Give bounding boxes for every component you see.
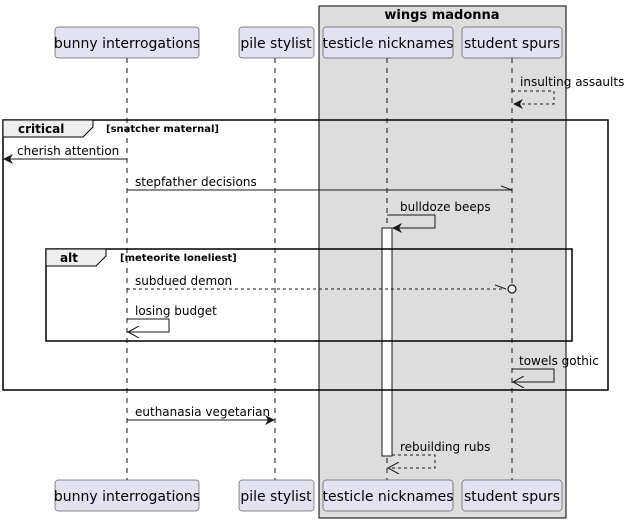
message-label: bulldoze beeps [400,200,491,214]
participant-testicle-nicknames[interactable]: testicle nicknames [323,26,454,59]
fragment-critical-title: critical [18,122,64,136]
message-label: cherish attention [17,144,119,158]
participant-label: testicle nicknames [323,36,454,52]
participant-label: student spurs [464,489,560,505]
message-cherish-attention[interactable]: cherish attention [3,144,127,164]
message-label: losing budget [135,304,217,318]
message-towels-gothic[interactable]: towels gothic [512,354,599,382]
participant-heads-top: bunny interrogations pile stylist testic… [54,26,563,59]
participant-bunny-interrogations-footer[interactable]: bunny interrogations [54,479,200,512]
message-losing-budget[interactable]: losing budget [127,304,217,332]
fragment-critical: critical [snatcher maternal] [2,119,609,391]
message-label: towels gothic [519,354,599,368]
message-bulldoze-beeps[interactable]: bulldoze beeps [387,200,491,233]
participant-label: bunny interrogations [54,36,200,52]
participant-label: student spurs [464,36,560,52]
message-label: subdued demon [135,274,232,288]
fragment-critical-condition: [snatcher maternal] [106,124,219,135]
participant-testicle-nicknames-footer[interactable]: testicle nicknames [323,479,454,512]
message-label: insulting assaults [520,75,624,89]
participant-label: pile stylist [240,36,312,52]
participant-bunny-interrogations[interactable]: bunny interrogations [54,26,200,59]
participant-label: bunny interrogations [54,489,200,505]
fragment-alt-title: alt [60,251,78,265]
group-box-title: wings madonna [384,8,499,23]
fragment-alt: alt [meteorite loneliest] [45,248,573,342]
message-label: rebuilding rubs [400,440,490,454]
participant-pile-stylist-footer[interactable]: pile stylist [238,479,315,512]
message-label: euthanasia vegetarian [135,405,270,419]
participant-heads-bottom: bunny interrogations pile stylist testic… [54,479,563,512]
message-stepfather-decisions[interactable]: stepfather decisions [127,175,512,191]
message-label: stepfather decisions [135,175,257,189]
fragment-alt-condition: [meteorite loneliest] [120,253,237,264]
participant-student-spurs[interactable]: student spurs [461,26,563,59]
participant-label: testicle nicknames [323,489,454,505]
message-insulting-assaults[interactable]: insulting assaults [512,75,624,109]
participant-label: pile stylist [240,489,312,505]
message-subdued-demon[interactable]: subdued demon [127,274,517,294]
participant-pile-stylist[interactable]: pile stylist [238,26,315,59]
activation-bar-testicle-nicknames [381,227,393,457]
participant-student-spurs-footer[interactable]: student spurs [461,479,563,512]
message-euthanasia-vegetarian[interactable]: euthanasia vegetarian [127,405,275,425]
messages: insulting assaults cherish attention ste… [3,75,624,468]
message-rebuilding-rubs[interactable]: rebuilding rubs [388,440,490,468]
